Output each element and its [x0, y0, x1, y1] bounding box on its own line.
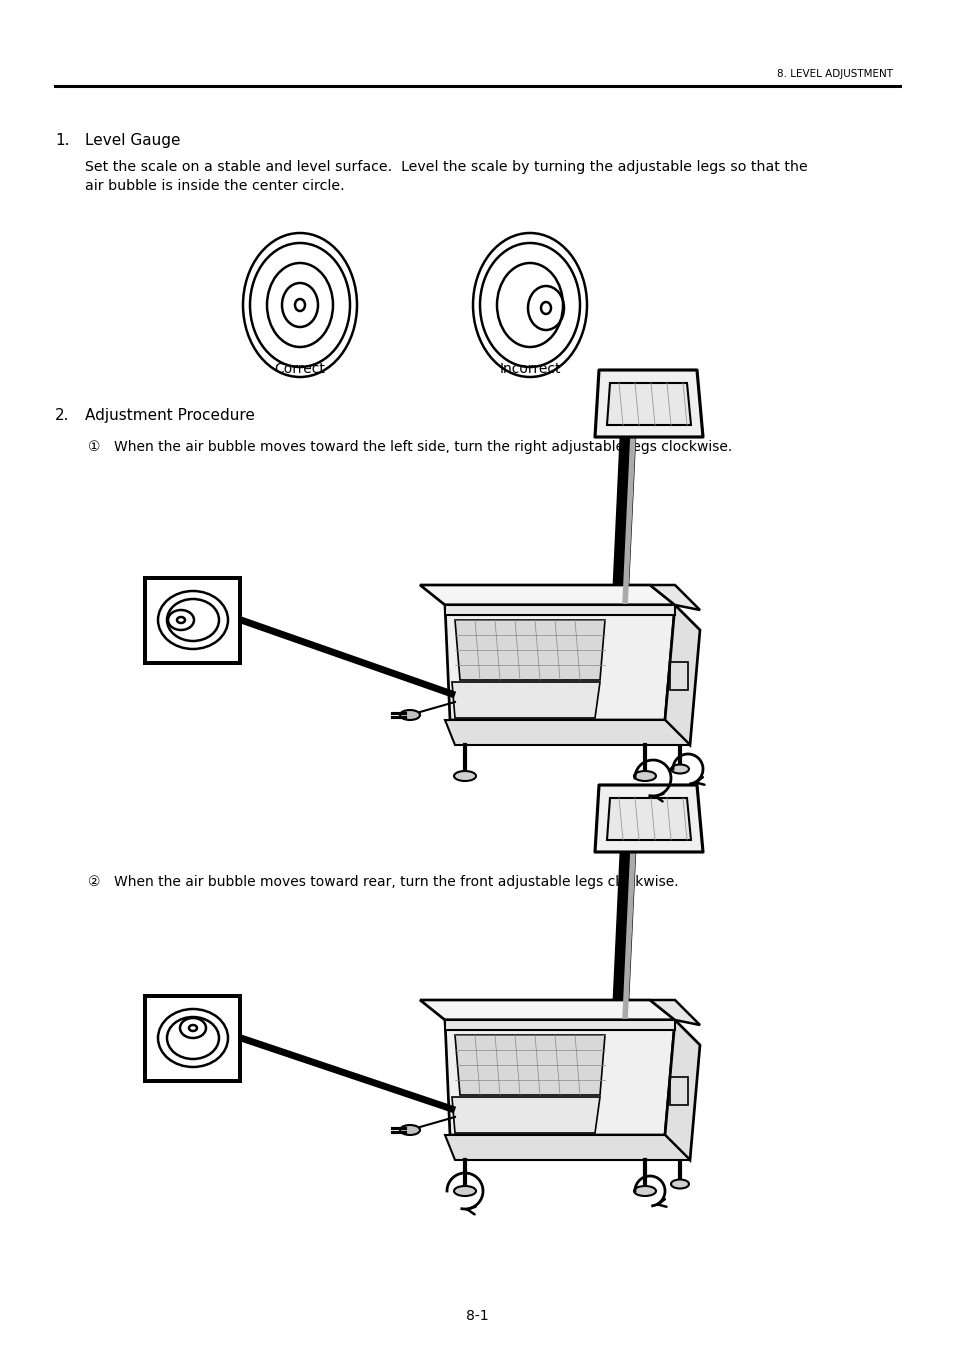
- Text: Incorrect: Incorrect: [498, 363, 560, 376]
- Text: Level Gauge: Level Gauge: [85, 133, 180, 148]
- Text: Correct: Correct: [274, 363, 325, 376]
- Text: ②: ②: [88, 875, 100, 888]
- Polygon shape: [649, 585, 700, 611]
- Bar: [669, 662, 687, 690]
- Polygon shape: [444, 605, 675, 615]
- Text: Set the scale on a stable and level surface.  Level the scale by turning the adj: Set the scale on a stable and level surf…: [85, 160, 807, 174]
- Ellipse shape: [634, 1186, 656, 1196]
- Bar: [146, 996, 240, 1081]
- Bar: [669, 1077, 687, 1105]
- Text: 8-1: 8-1: [465, 1309, 488, 1322]
- Text: ①: ①: [88, 439, 100, 454]
- Polygon shape: [419, 585, 675, 605]
- Polygon shape: [444, 605, 675, 720]
- Ellipse shape: [454, 1186, 476, 1196]
- Text: When the air bubble moves toward the left side, turn the right adjustable legs c: When the air bubble moves toward the lef…: [113, 439, 732, 454]
- Polygon shape: [664, 1020, 700, 1161]
- Text: air bubble is inside the center circle.: air bubble is inside the center circle.: [85, 179, 344, 193]
- Polygon shape: [452, 1097, 599, 1134]
- Ellipse shape: [454, 771, 476, 780]
- Bar: [146, 577, 240, 662]
- Ellipse shape: [670, 1180, 688, 1189]
- Text: 1.: 1.: [55, 133, 70, 148]
- Text: 2.: 2.: [55, 408, 70, 423]
- Text: When the air bubble moves toward rear, turn the front adjustable legs clockwise.: When the air bubble moves toward rear, t…: [113, 875, 678, 888]
- Polygon shape: [444, 1020, 675, 1135]
- Ellipse shape: [399, 1126, 419, 1135]
- Polygon shape: [649, 1000, 700, 1024]
- Text: Adjustment Procedure: Adjustment Procedure: [85, 408, 254, 423]
- Ellipse shape: [670, 764, 688, 774]
- Polygon shape: [606, 383, 690, 425]
- Polygon shape: [455, 620, 604, 679]
- Polygon shape: [664, 605, 700, 745]
- Polygon shape: [606, 798, 690, 840]
- Polygon shape: [595, 369, 702, 437]
- Ellipse shape: [634, 771, 656, 780]
- Text: 8. LEVEL ADJUSTMENT: 8. LEVEL ADJUSTMENT: [776, 69, 892, 80]
- Polygon shape: [455, 1035, 604, 1095]
- Ellipse shape: [399, 710, 419, 720]
- Polygon shape: [452, 682, 599, 718]
- Polygon shape: [444, 1135, 689, 1161]
- Polygon shape: [419, 1000, 675, 1020]
- Polygon shape: [444, 1020, 675, 1030]
- Polygon shape: [595, 785, 702, 852]
- Polygon shape: [444, 720, 689, 745]
